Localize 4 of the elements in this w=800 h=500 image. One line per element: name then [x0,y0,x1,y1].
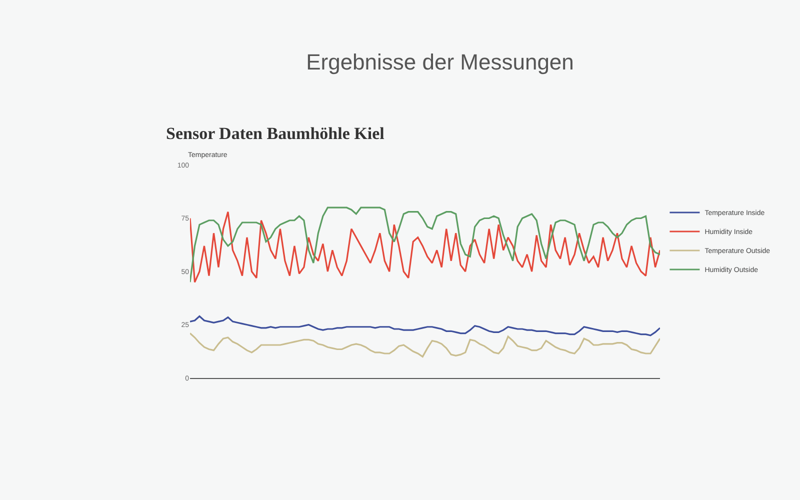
chart-title: Ergebnisse der Messungen [306,50,574,75]
line-series [190,332,660,358]
chart-subtitle: Sensor Daten Baumhöhle Kiel [166,124,385,143]
line-series [190,315,660,336]
